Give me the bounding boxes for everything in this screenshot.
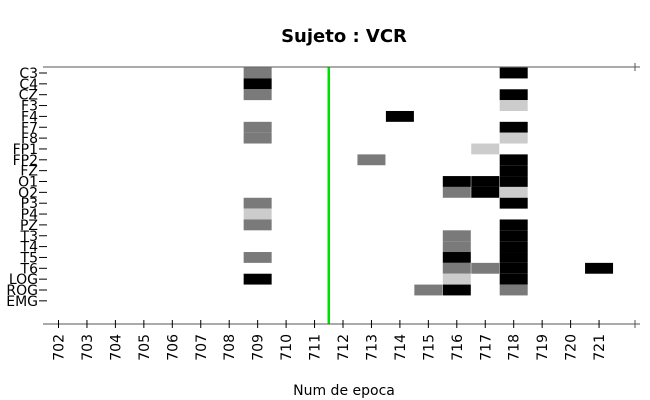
x-tick-label-720: 720 xyxy=(564,334,580,361)
x-tick-label-715: 715 xyxy=(421,334,437,361)
x-tick-label-702: 702 xyxy=(52,334,68,361)
x-tick-label-711: 711 xyxy=(308,334,324,361)
x-tick-label-713: 713 xyxy=(364,334,380,361)
heatmap-cell-709-P4 xyxy=(243,208,272,220)
heatmap-cell-718-FP2 xyxy=(499,154,528,166)
heatmap-cell-714-F4 xyxy=(385,110,414,122)
heatmap-cell-718-F7 xyxy=(499,121,528,133)
y-tick-label-LOG: LOG xyxy=(9,272,38,288)
cells-layer xyxy=(243,67,614,296)
heatmap-cell-717-O1 xyxy=(471,176,500,187)
heatmap-cell-718-O1 xyxy=(499,176,528,187)
y-tick-label-F3: F3 xyxy=(21,99,38,115)
x-tick-label-710: 710 xyxy=(279,334,295,361)
heatmap-cell-718-F8 xyxy=(499,132,528,144)
x-tick-label-718: 718 xyxy=(507,334,523,361)
y-tick-label-T6: T6 xyxy=(20,261,39,277)
heatmap-cell-718-CZ xyxy=(499,89,528,101)
x-tick-label-705: 705 xyxy=(137,334,153,361)
heatmap-cell-709-CZ xyxy=(243,89,272,101)
heatmap-cell-716-O1 xyxy=(442,176,471,187)
y-tick-label-ROG: ROG xyxy=(6,283,38,299)
x-tick-label-703: 703 xyxy=(80,334,96,361)
y-tick-label-F4: F4 xyxy=(21,109,38,125)
x-tick-label-719: 719 xyxy=(535,334,551,361)
heatmap-cell-717-FP1 xyxy=(471,143,500,155)
heatmap-cell-718-ROG xyxy=(499,284,528,296)
heatmap-cell-713-FP2 xyxy=(357,154,386,166)
y-tick-label-T4: T4 xyxy=(20,240,39,256)
x-tick-label-712: 712 xyxy=(336,334,352,361)
axes-layer xyxy=(43,63,640,328)
heatmap-cell-709-PZ xyxy=(243,219,272,231)
heatmap-cell-718-P3 xyxy=(499,197,528,209)
x-tick-label-708: 708 xyxy=(222,334,238,361)
x-tick-label-707: 707 xyxy=(194,334,210,361)
heatmap-cell-716-T3 xyxy=(442,230,471,242)
heatmap-cell-718-T3 xyxy=(499,230,528,242)
heatmap-cell-718-PZ xyxy=(499,219,528,231)
heatmap-cell-709-F7 xyxy=(243,121,272,133)
y-tick-label-P4: P4 xyxy=(21,207,38,223)
x-tick-label-709: 709 xyxy=(251,334,267,361)
heatmap-cell-716-T5 xyxy=(442,252,471,263)
heatmap-cell-716-ROG xyxy=(442,284,471,296)
y-tick-label-T3: T3 xyxy=(20,229,38,245)
heatmap-cell-718-T6 xyxy=(499,262,528,274)
y-tick-label-F8: F8 xyxy=(21,131,38,147)
y-tick-label-FP2: FP2 xyxy=(13,153,38,169)
heatmap-cell-716-LOG xyxy=(442,273,471,285)
heatmap-cell-716-T6 xyxy=(442,262,471,274)
y-tick-label-FZ: FZ xyxy=(20,164,38,180)
heatmap-cell-717-T6 xyxy=(471,262,500,274)
heatmap-cell-721-T6 xyxy=(585,262,614,274)
x-tick-label-721: 721 xyxy=(592,334,608,361)
heatmap-cell-715-ROG xyxy=(414,284,443,296)
heatmap-cell-709-C3 xyxy=(243,67,272,79)
y-tick-label-C3: C3 xyxy=(19,66,38,82)
y-tick-label-CZ: CZ xyxy=(19,88,38,104)
heatmap-cell-709-F8 xyxy=(243,132,272,144)
heatmap-cell-709-LOG xyxy=(243,273,272,285)
heatmap-cell-716-O2 xyxy=(442,186,471,198)
y-tick-label-P3: P3 xyxy=(21,196,38,212)
heatmap-cell-718-LOG xyxy=(499,273,528,285)
y-tick-label-FP1: FP1 xyxy=(13,142,38,158)
heatmap-cell-718-O2 xyxy=(499,186,528,198)
heatmap-cell-718-FZ xyxy=(499,165,528,177)
y-tick-label-T5: T5 xyxy=(20,250,38,266)
heatmap-cell-709-T5 xyxy=(243,252,272,263)
y-tick-label-F7: F7 xyxy=(21,120,38,136)
heatmap-cell-716-T4 xyxy=(442,241,471,253)
x-ticks: 702 703 704 705 706 707 708 709 710 711 712 713 714 7… xyxy=(52,320,608,361)
x-tick-label-717: 717 xyxy=(478,334,494,361)
chart-title: Sujeto : VCR xyxy=(281,26,407,47)
x-tick-label-714: 714 xyxy=(393,334,409,361)
y-tick-label-O1: O1 xyxy=(18,175,38,191)
y-ticks: C3C4CZF3F4F7F8FP1FP2FZO1O2P3P4PZT3T4T5T6… xyxy=(6,66,47,310)
heatmap-cell-718-C3 xyxy=(499,67,528,79)
x-axis-label: Num de epoca xyxy=(293,383,395,399)
heatmap-cell-709-C4 xyxy=(243,78,272,90)
heatmap-cell-709-P3 xyxy=(243,197,272,209)
x-tick-label-716: 716 xyxy=(450,334,466,361)
y-tick-label-PZ: PZ xyxy=(20,218,38,234)
heatmap-cell-718-F3 xyxy=(499,100,528,111)
heatmap-cell-718-T5 xyxy=(499,252,528,263)
y-tick-label-EMG: EMG xyxy=(6,294,38,310)
x-tick-label-704: 704 xyxy=(108,334,124,361)
y-tick-label-C4: C4 xyxy=(19,77,38,93)
heatmap-cell-717-O2 xyxy=(471,186,500,198)
x-tick-label-706: 706 xyxy=(165,334,181,361)
y-tick-label-O2: O2 xyxy=(18,185,38,201)
heatmap-cell-718-T4 xyxy=(499,241,528,253)
